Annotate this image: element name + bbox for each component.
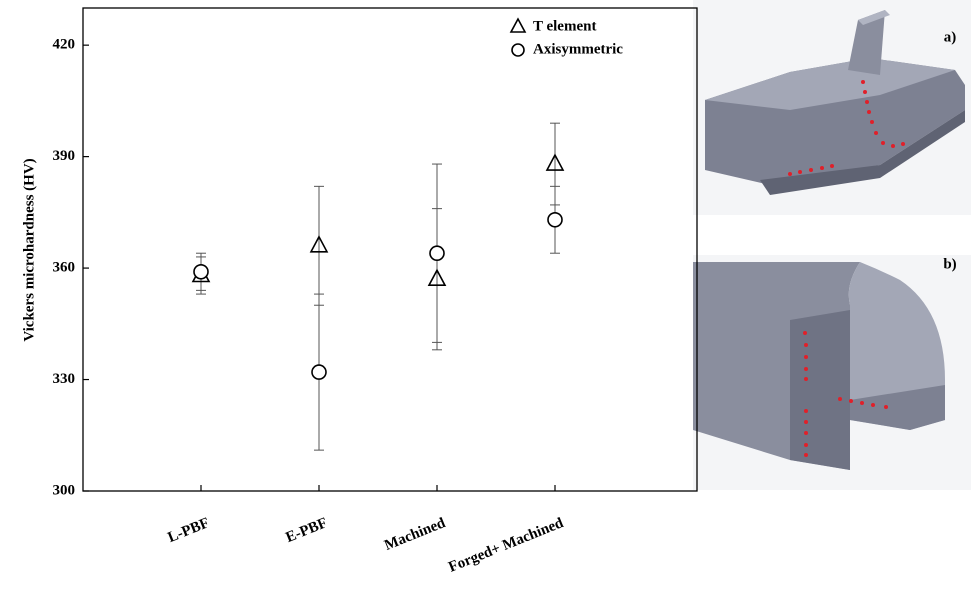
marker-triangle	[309, 235, 329, 253]
y-tick-label: 360	[53, 260, 76, 276]
marker-circle	[429, 245, 445, 262]
legend-label: T element	[533, 18, 596, 34]
y-tick-label: 300	[53, 482, 76, 498]
x-tick-label: Machined	[382, 515, 448, 554]
legend-marker	[511, 43, 525, 57]
red-dots	[803, 331, 888, 457]
marker-triangle	[545, 153, 565, 171]
y-tick-label: 330	[53, 371, 76, 387]
panel-b-render	[693, 255, 971, 490]
legend-label: Axisymmetric	[533, 41, 623, 57]
marker-circle	[311, 364, 327, 380]
marker-circle	[193, 263, 209, 280]
x-tick-label: E-PBF	[284, 515, 330, 546]
red-dots	[788, 80, 905, 176]
panel-label: a)	[944, 29, 957, 45]
marker-triangle	[427, 268, 447, 287]
x-tick-label: Forged+ Machined	[446, 515, 566, 576]
legend-marker	[509, 17, 527, 33]
panel-label: b)	[943, 256, 956, 272]
panel-a-render	[693, 0, 971, 215]
y-axis-label: Vickers microhardness (HV)	[21, 158, 37, 341]
x-tick-label: L-PBF	[166, 515, 212, 546]
y-tick-label: 420	[53, 37, 76, 53]
marker-circle	[547, 211, 563, 228]
plot-frame	[82, 7, 698, 492]
y-tick-label: 390	[53, 148, 76, 164]
